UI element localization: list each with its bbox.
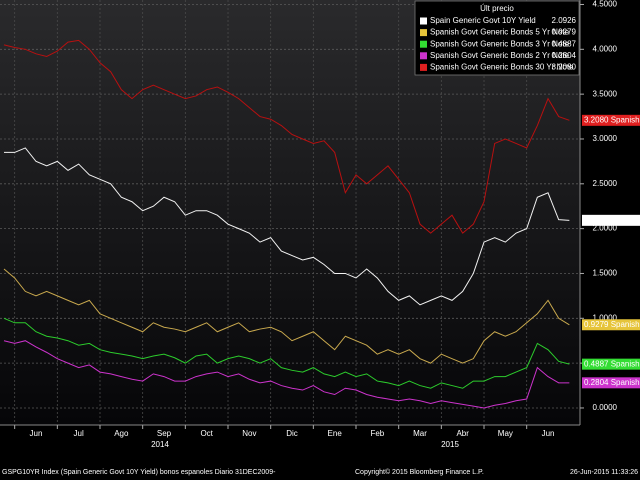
- legend-label: Spanish Govt Generic Bonds 5 Yr Note: [430, 28, 570, 37]
- last-value-tag: [582, 214, 640, 226]
- legend-label: Spanish Govt Generic Bonds 30 Yr Note: [430, 63, 574, 72]
- last-value-tag: [582, 377, 640, 389]
- last-value-tag-label: 3.2080 Spanish G: [584, 115, 640, 124]
- last-value-tag-label: 0.2804 Spanish G: [584, 378, 640, 387]
- x-tick-label: Dic: [286, 429, 298, 438]
- legend-swatch: [420, 29, 427, 37]
- legend-swatch: [420, 40, 427, 48]
- legend-value: 0.9279: [552, 28, 577, 37]
- x-tick-label: Ene: [328, 429, 343, 438]
- x-tick-label: Feb: [370, 429, 384, 438]
- x-tick-label: Jun: [542, 429, 555, 438]
- legend-label: Spanish Govt Generic Bonds 3 Yr Note: [430, 39, 570, 48]
- legend-value: 3.2080: [552, 63, 577, 72]
- series-line: [3, 268, 570, 364]
- legend-value: 2.0926: [552, 16, 577, 25]
- x-tick-label: Oct: [200, 429, 213, 438]
- series-line: [3, 340, 570, 409]
- legend-box: [414, 0, 580, 76]
- y-tick-label: 2.0000: [593, 224, 618, 233]
- x-tick-label: Jun: [30, 429, 43, 438]
- footer-timestamp: 26-Jun-2015 11:33:26: [570, 469, 638, 476]
- legend-value: 0.2804: [552, 51, 577, 60]
- last-value-tag: [582, 319, 640, 331]
- legend-label: Spanish Govt Generic Bonds 2 Yr Note: [430, 51, 570, 60]
- series-line: [3, 39, 570, 234]
- x-tick-label: Jul: [74, 429, 84, 438]
- y-tick-label: 3.5000: [593, 89, 618, 98]
- y-tick-label: 2.5000: [593, 179, 618, 188]
- legend-swatch: [420, 52, 427, 60]
- last-value-tag-label: 0.9279 Spanish G: [584, 320, 640, 329]
- footer-left: GSPG10YR Index (Spain Generic Govt 10Y Y…: [2, 469, 276, 476]
- legend-value: 0.4887: [552, 39, 577, 48]
- x-tick-label: Nov: [242, 429, 256, 438]
- legend-label: Spain Generic Govt 10Y Yield: [430, 16, 536, 25]
- y-tick-label: 3.0000: [593, 134, 618, 143]
- y-tick-label: 0.0000: [593, 403, 618, 412]
- y-tick-label: 1.5000: [593, 269, 618, 278]
- legend-title: Últ precio: [480, 4, 514, 13]
- x-tick-label: Mar: [413, 429, 427, 438]
- x-year-label: 2015: [441, 440, 459, 449]
- last-value-tag-label: 0.4887 Spanish G: [584, 359, 640, 368]
- x-tick-label: Sep: [157, 429, 172, 438]
- legend-swatch: [420, 17, 427, 25]
- last-value-tag: [582, 114, 640, 126]
- x-tick-label: May: [498, 429, 513, 438]
- y-tick-label: 4.5000: [593, 0, 618, 9]
- series-line: [3, 317, 570, 389]
- x-tick-label: Ago: [114, 429, 129, 438]
- y-tick-label: 4.0000: [593, 44, 618, 53]
- legend-swatch: [420, 63, 427, 71]
- x-tick-label: Abr: [456, 429, 469, 438]
- last-value-tag-label: 2.0926 Spain Gen: [584, 215, 640, 224]
- y-tick-label: 1.0000: [593, 313, 618, 322]
- last-value-tag: [582, 358, 640, 370]
- series-line: [4, 147, 570, 306]
- x-year-label: 2014: [151, 440, 169, 449]
- footer-copyright: Copyright© 2015 Bloomberg Finance L.P.: [355, 468, 484, 476]
